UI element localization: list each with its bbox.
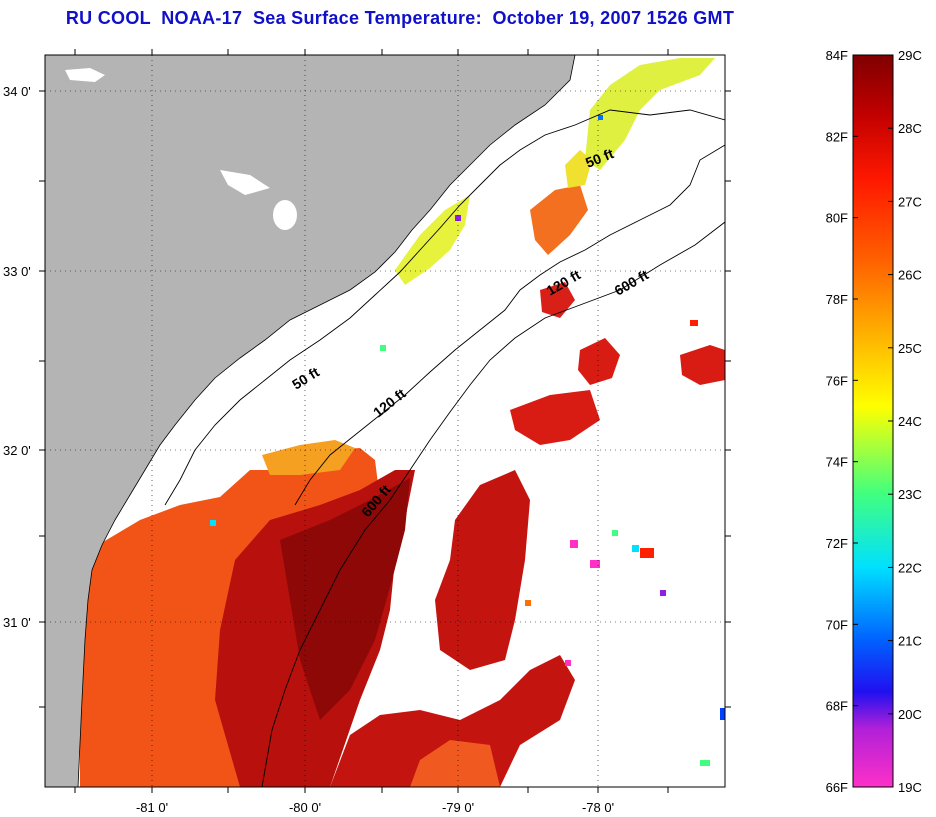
colorbar-c-label: 27C (898, 194, 922, 209)
colorbar-f-label: 78F (826, 292, 848, 307)
lat-label-31: 31 0' (3, 615, 31, 630)
sst-patch-gulfstream-deep (280, 478, 410, 720)
sst-patch-yellow-mid (565, 150, 592, 188)
colorbar-f-label: 70F (826, 617, 848, 632)
colorbar-c-label: 24C (898, 414, 922, 429)
contour-120ft (294, 144, 725, 506)
colorbar-c-label: 26C (898, 268, 922, 283)
colorbar-c-label: 23C (898, 487, 922, 502)
inland-lake (65, 68, 105, 82)
colorbar-f-label: 72F (826, 536, 848, 551)
colorbar-c-label: 21C (898, 634, 922, 649)
map-frame (44, 54, 726, 788)
sst-patch-coast-orange (262, 440, 355, 475)
frame-ticks (39, 49, 731, 793)
colorbar-c-label: 20C (898, 707, 922, 722)
sst-patch-east-b (510, 390, 600, 445)
colorbar-f-label: 80F (826, 211, 848, 226)
lat-label-32: 32 0' (3, 443, 31, 458)
sst-patch-east-c (578, 338, 620, 385)
lat-label-33: 33 0' (3, 264, 31, 279)
sst-speckles (210, 115, 725, 766)
contour-600ft (261, 221, 725, 787)
colorbar-c-label: 29C (898, 48, 922, 63)
contour-50ft (164, 109, 725, 506)
sst-patch-south (330, 655, 575, 787)
sst-patch-yellow-northeast (585, 58, 715, 170)
inland-lake (220, 170, 270, 195)
colorbar-c-label: 28C (898, 121, 922, 136)
colorbar-c-label: 22C (898, 560, 922, 575)
colorbar-f-label: 76F (826, 373, 848, 388)
colorbar-f-label: 84F (826, 48, 848, 63)
lon-label-81: -81 0' (136, 800, 168, 815)
land-mass (45, 55, 575, 787)
lon-label-79: -79 0' (442, 800, 474, 815)
colorbar-gradient (852, 54, 894, 788)
sst-patch-east-d (680, 345, 725, 385)
colorbar-f-labels: 84F 82F 80F 78F 76F 74F 72F 70F 68F 66F (826, 48, 858, 795)
sst-patch-south-orange (410, 740, 500, 787)
sst-patch-yellow-coast (395, 195, 470, 285)
sst-patch-mid-red (540, 282, 575, 318)
lat-label-34: 34 0' (3, 84, 31, 99)
inland-lake (273, 200, 297, 230)
coastline (77, 55, 576, 787)
sst-patch-north-orange (530, 185, 588, 255)
colorbar-f-label: 66F (826, 780, 848, 795)
map-title: RU COOL NOAA-17 Sea Surface Temperature:… (65, 8, 735, 28)
colorbar-c-labels: 29C 28C 27C 26C 25C 24C 23C 22C 21C 20C 19C (888, 48, 922, 795)
lon-label-78: -78 0' (582, 800, 614, 815)
colorbar-c-label: 19C (898, 780, 922, 795)
colorbar-f-label: 68F (826, 699, 848, 714)
colorbar-f-label: 74F (826, 455, 848, 470)
lon-label-80: -80 0' (289, 800, 321, 815)
sst-patch-east-a (435, 470, 530, 670)
graticule (45, 55, 725, 787)
colorbar-c-label: 25C (898, 341, 922, 356)
colorbar-f-label: 82F (826, 129, 848, 144)
